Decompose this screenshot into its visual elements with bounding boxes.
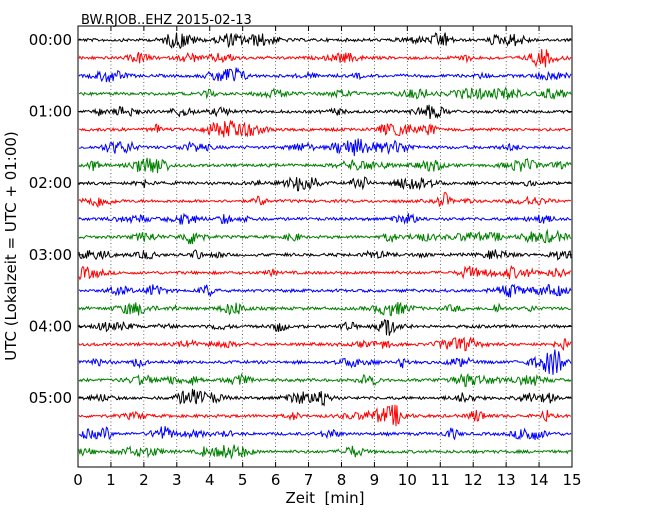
x-tick-label: 14 xyxy=(530,471,549,489)
trace-line xyxy=(78,349,572,375)
y-tick-label: 04:00 xyxy=(29,317,72,335)
trace-line xyxy=(78,249,572,261)
x-tick-label: 11 xyxy=(431,471,450,489)
trace-line xyxy=(78,157,572,174)
x-tick-label: 4 xyxy=(205,471,215,489)
y-tick-label: 05:00 xyxy=(29,389,72,407)
x-tick-label: 1 xyxy=(106,471,116,489)
x-tick-label: 12 xyxy=(464,471,483,489)
trace-line xyxy=(78,67,572,83)
plot-frame xyxy=(77,25,573,468)
trace-line xyxy=(78,301,572,317)
x-tick-label: 3 xyxy=(172,471,182,489)
x-tick-label: 8 xyxy=(337,471,347,489)
trace-line xyxy=(78,264,572,281)
y-tick-label: 01:00 xyxy=(29,103,72,121)
y-tick-label: 02:00 xyxy=(29,174,72,192)
trace-line xyxy=(78,32,572,50)
trace-line xyxy=(78,388,572,407)
y-axis: 00:00 01:00 02:00 03:00 04:00 05:00 xyxy=(29,31,572,407)
y-axis-label: UTC (Lokalzeit = UTC + 01:00) xyxy=(2,131,20,361)
trace-line xyxy=(78,176,572,192)
trace-line xyxy=(78,336,572,352)
trace-line xyxy=(78,138,572,157)
seismogram-traces xyxy=(78,32,572,460)
x-tick-label: 13 xyxy=(497,471,516,489)
x-tick-label: 10 xyxy=(398,471,417,489)
x-tick-label: 0 xyxy=(73,471,83,489)
trace-line xyxy=(78,86,572,101)
trace-line xyxy=(78,404,572,427)
chart-title: BW.RJOB..EHZ 2015-02-13 xyxy=(81,13,252,28)
trace-line xyxy=(78,191,572,209)
x-tick-label: 5 xyxy=(238,471,248,489)
trace-line xyxy=(78,212,572,225)
x-tick-label: 6 xyxy=(271,471,281,489)
x-axis-label: Zeit [min] xyxy=(285,489,364,507)
x-axis: 0 1 2 3 4 5 6 7 8 9 10 11 12 13 14 15 xyxy=(73,26,582,489)
trace-line xyxy=(78,104,572,120)
trace-line xyxy=(79,119,572,138)
x-tick-label: 2 xyxy=(139,471,149,489)
trace-line xyxy=(78,444,572,460)
x-tick-label: 7 xyxy=(304,471,314,489)
trace-line xyxy=(78,48,572,68)
y-tick-label: 00:00 xyxy=(29,31,72,49)
trace-line xyxy=(78,318,572,336)
trace-line xyxy=(78,372,572,388)
trace-line xyxy=(78,283,572,298)
y-tick-label: 03:00 xyxy=(29,246,72,264)
grid-lines xyxy=(110,26,540,467)
x-tick-label: 15 xyxy=(562,471,581,489)
trace-line xyxy=(78,426,572,441)
x-tick-label: 9 xyxy=(370,471,380,489)
trace-line xyxy=(78,228,572,245)
